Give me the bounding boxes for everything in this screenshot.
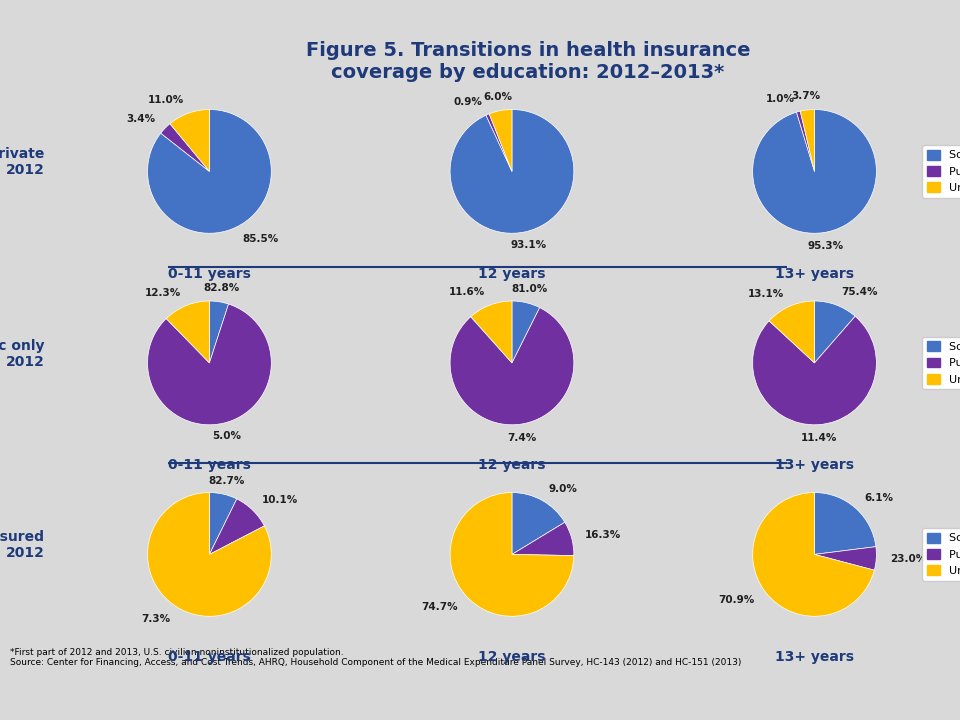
Wedge shape: [450, 109, 574, 233]
Text: Figure 5. Transitions in health insurance
coverage by education: 2012–2013*: Figure 5. Transitions in health insuranc…: [305, 41, 751, 82]
Text: 70.9%: 70.9%: [718, 595, 755, 606]
Text: 85.5%: 85.5%: [243, 234, 278, 244]
Wedge shape: [470, 301, 512, 363]
Wedge shape: [801, 109, 814, 171]
Text: 13.1%: 13.1%: [748, 289, 784, 299]
Text: 75.4%: 75.4%: [841, 287, 877, 297]
Text: 7.3%: 7.3%: [141, 614, 170, 624]
Wedge shape: [512, 301, 540, 363]
Text: 1.0%: 1.0%: [766, 94, 795, 104]
Wedge shape: [512, 522, 574, 556]
X-axis label: 12 years: 12 years: [478, 650, 545, 664]
X-axis label: 12 years: 12 years: [478, 267, 545, 281]
Text: Some private
2012: Some private 2012: [0, 147, 44, 177]
Wedge shape: [209, 301, 228, 363]
Legend: Some private in 2013, Public only in 2013, Uninsured in 2013: Some private in 2013, Public only in 201…: [923, 528, 960, 580]
X-axis label: 13+ years: 13+ years: [775, 459, 854, 472]
Text: 6.1%: 6.1%: [864, 492, 894, 503]
Wedge shape: [209, 492, 237, 554]
Wedge shape: [486, 114, 512, 171]
Wedge shape: [814, 301, 855, 363]
X-axis label: 0-11 years: 0-11 years: [168, 650, 251, 664]
Text: *First part of 2012 and 2013, U.S. civilian noninstitutionalized population.
Sou: *First part of 2012 and 2013, U.S. civil…: [10, 648, 741, 667]
Text: 82.7%: 82.7%: [208, 476, 245, 486]
Wedge shape: [797, 111, 814, 171]
Text: 12.3%: 12.3%: [145, 288, 181, 298]
Text: 3.7%: 3.7%: [791, 91, 820, 102]
Text: Uninsured
2012: Uninsured 2012: [0, 530, 44, 560]
Text: 95.3%: 95.3%: [807, 241, 844, 251]
Wedge shape: [512, 492, 564, 554]
Wedge shape: [166, 301, 209, 363]
Legend: Some private in 2013, Public only in 2013, Uninsured in 2013: Some private in 2013, Public only in 201…: [923, 145, 960, 197]
Text: 11.4%: 11.4%: [801, 433, 837, 444]
Wedge shape: [814, 546, 876, 570]
Text: 10.1%: 10.1%: [262, 495, 299, 505]
Text: 6.0%: 6.0%: [483, 92, 513, 102]
Wedge shape: [814, 492, 876, 554]
X-axis label: 13+ years: 13+ years: [775, 267, 854, 281]
Wedge shape: [148, 492, 272, 616]
Text: 93.1%: 93.1%: [510, 240, 546, 250]
Wedge shape: [209, 499, 264, 554]
Text: 5.0%: 5.0%: [212, 431, 241, 441]
X-axis label: 0-11 years: 0-11 years: [168, 459, 251, 472]
Wedge shape: [450, 307, 574, 425]
Text: Public only
2012: Public only 2012: [0, 338, 44, 369]
Text: 3.4%: 3.4%: [126, 114, 156, 124]
X-axis label: 12 years: 12 years: [478, 459, 545, 472]
Text: 82.8%: 82.8%: [204, 284, 239, 293]
Wedge shape: [160, 124, 209, 171]
Wedge shape: [170, 109, 209, 171]
Text: 0.9%: 0.9%: [453, 97, 482, 107]
Text: 81.0%: 81.0%: [512, 284, 547, 294]
Text: 74.7%: 74.7%: [421, 603, 458, 612]
Text: 23.0%: 23.0%: [890, 554, 926, 564]
Wedge shape: [753, 492, 875, 616]
Wedge shape: [490, 109, 512, 171]
Wedge shape: [450, 492, 574, 616]
Wedge shape: [148, 304, 272, 425]
Wedge shape: [753, 109, 876, 233]
Wedge shape: [769, 301, 814, 363]
Wedge shape: [753, 316, 876, 425]
Legend: Some private in 2013, Public only in 2013, Uninsured in 2013: Some private in 2013, Public only in 201…: [923, 337, 960, 389]
Text: 16.3%: 16.3%: [585, 530, 621, 540]
X-axis label: 0-11 years: 0-11 years: [168, 267, 251, 281]
Text: 11.0%: 11.0%: [148, 95, 183, 105]
Text: 7.4%: 7.4%: [507, 433, 537, 443]
Text: 9.0%: 9.0%: [549, 484, 578, 494]
Wedge shape: [148, 109, 272, 233]
X-axis label: 13+ years: 13+ years: [775, 650, 854, 664]
Text: 11.6%: 11.6%: [449, 287, 485, 297]
